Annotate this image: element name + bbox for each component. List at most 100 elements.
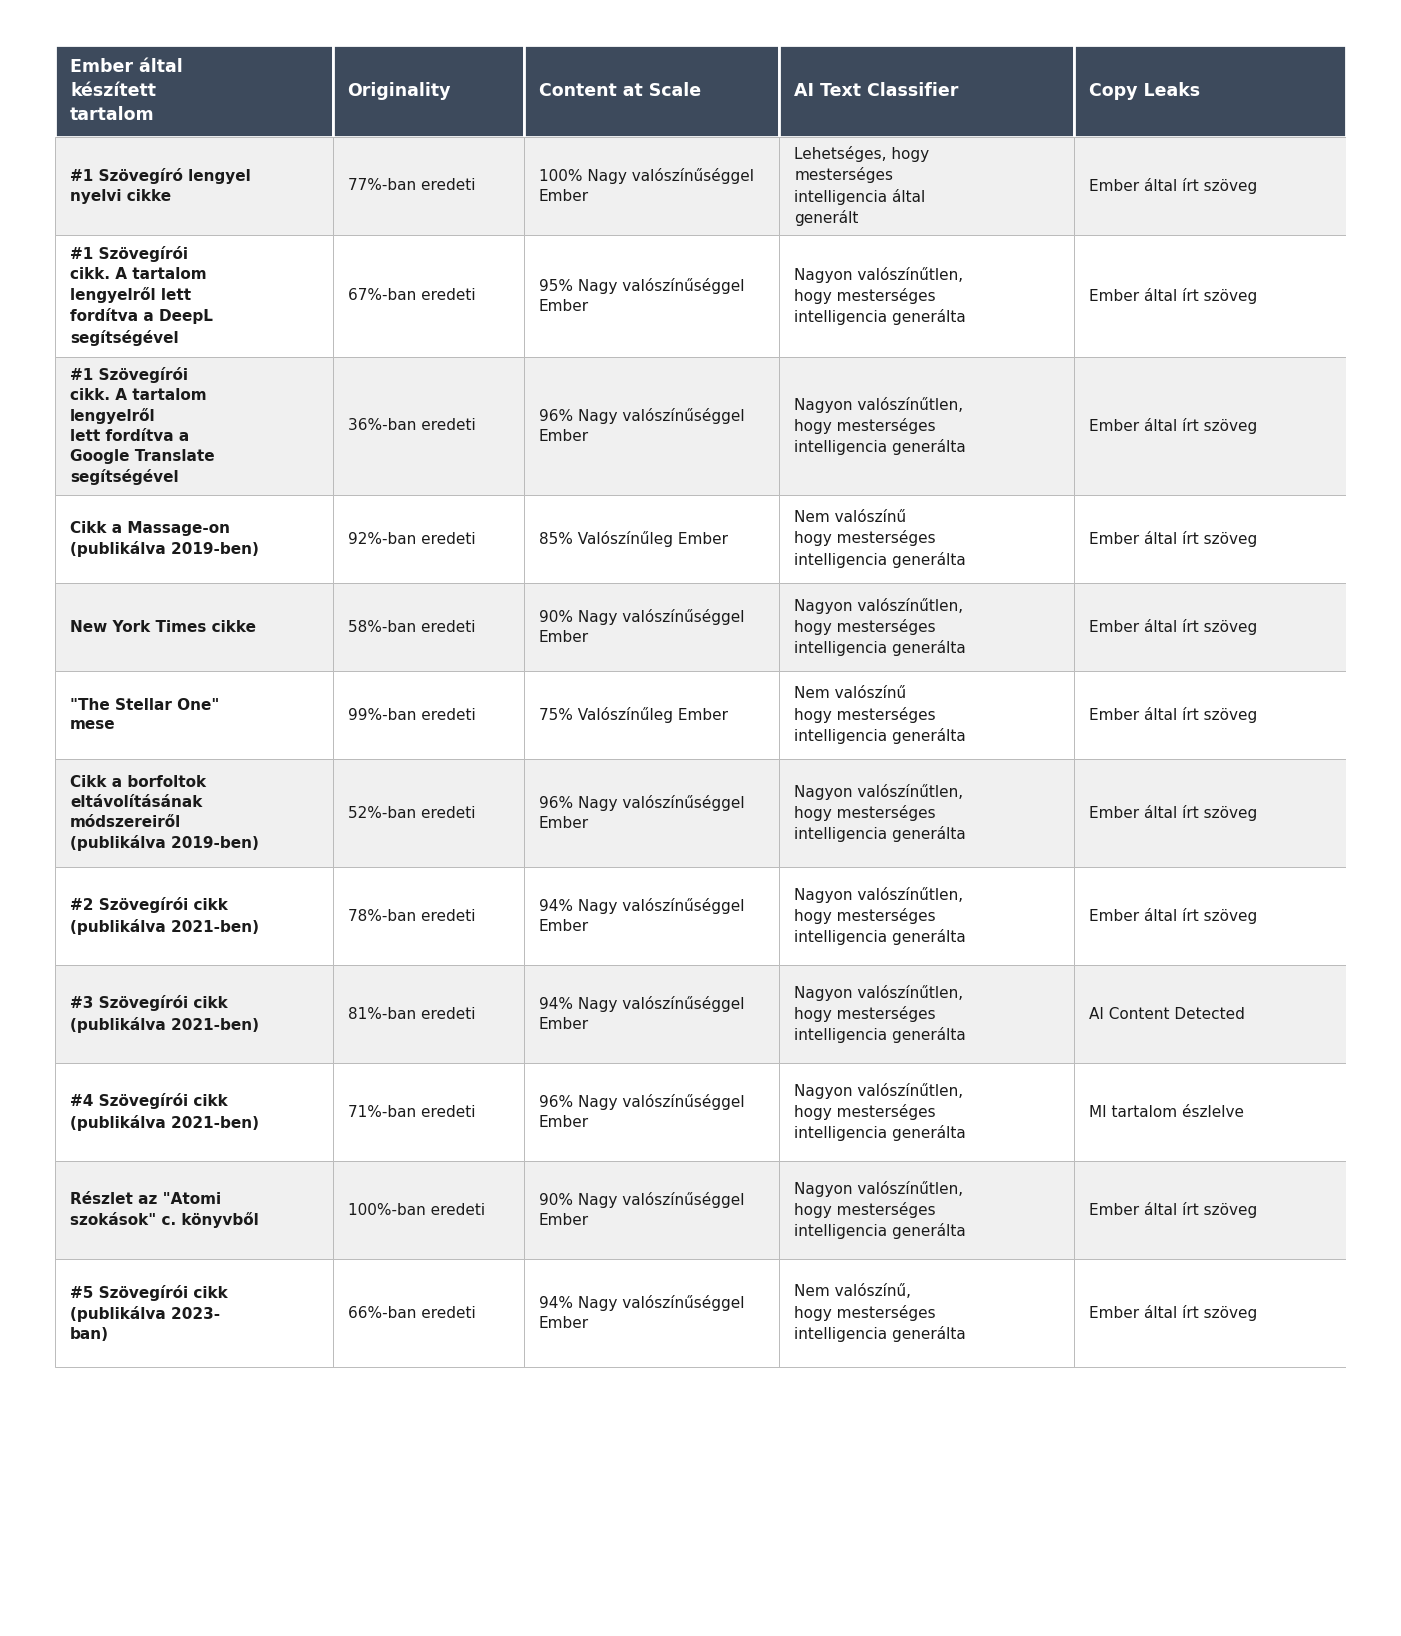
Bar	[779, 236, 1073, 357]
Bar	[332, 496, 524, 582]
Bar	[779, 582, 1073, 671]
Bar	[779, 671, 1073, 759]
Bar	[524, 236, 779, 357]
Text: Nem valószínű,
hogy mesterséges
intelligencia generálta: Nem valószínű, hogy mesterséges intellig…	[794, 1284, 967, 1342]
Bar	[524, 1260, 779, 1368]
Bar	[332, 236, 524, 357]
Bar	[524, 46, 779, 137]
Text: AI Content Detected: AI Content Detected	[1089, 1006, 1244, 1021]
Bar	[332, 867, 524, 965]
Bar	[55, 236, 332, 357]
Bar	[332, 137, 524, 236]
Text: 90% Nagy valószínűséggel
Ember: 90% Nagy valószínűséggel Ember	[538, 1193, 744, 1229]
Text: 36%-ban eredeti: 36%-ban eredeti	[347, 419, 475, 434]
Bar	[55, 1260, 332, 1368]
Bar	[779, 496, 1073, 582]
Bar	[55, 759, 332, 867]
Bar	[779, 46, 1073, 137]
Bar	[524, 357, 779, 496]
Bar	[1073, 582, 1346, 671]
Bar	[332, 1162, 524, 1260]
Text: New York Times cikke: New York Times cikke	[70, 620, 256, 635]
Text: 71%-ban eredeti: 71%-ban eredeti	[347, 1104, 475, 1119]
Text: #1 Szövegíró lengyel
nyelvi cikke: #1 Szövegíró lengyel nyelvi cikke	[70, 169, 251, 204]
Bar	[332, 1260, 524, 1368]
Bar	[1073, 867, 1346, 965]
Bar	[332, 759, 524, 867]
Bar	[332, 46, 524, 137]
Text: #2 Szövegírói cikk
(publikálva 2021-ben): #2 Szövegírói cikk (publikálva 2021-ben)	[70, 898, 259, 934]
Text: #4 Szövegírói cikk
(publikálva 2021-ben): #4 Szövegírói cikk (publikálva 2021-ben)	[70, 1093, 259, 1130]
Bar	[779, 357, 1073, 496]
Text: Nagyon valószínűtlen,
hogy mesterséges
intelligencia generálta: Nagyon valószínűtlen, hogy mesterséges i…	[794, 887, 967, 946]
Text: 96% Nagy valószínűséggel
Ember: 96% Nagy valószínűséggel Ember	[538, 795, 744, 831]
Bar	[524, 137, 779, 236]
Text: Nagyon valószínűtlen,
hogy mesterséges
intelligencia generálta: Nagyon valószínűtlen, hogy mesterséges i…	[794, 985, 967, 1044]
Bar	[55, 46, 332, 137]
Bar	[524, 1162, 779, 1260]
Text: Ember által írt szöveg: Ember által írt szöveg	[1089, 532, 1257, 546]
Text: 66%-ban eredeti: 66%-ban eredeti	[347, 1306, 475, 1320]
Bar	[55, 137, 332, 236]
Text: Ember által írt szöveg: Ember által írt szöveg	[1089, 908, 1257, 924]
Bar	[55, 582, 332, 671]
Bar	[524, 496, 779, 582]
Bar	[1073, 759, 1346, 867]
Bar	[779, 759, 1073, 867]
Bar	[332, 1063, 524, 1162]
Text: #1 Szövegírói
cikk. A tartalom
lengyelről lett
fordítva a DeepL
segítségével: #1 Szövegírói cikk. A tartalom lengyelrő…	[70, 247, 213, 345]
Text: Ember által írt szöveg: Ember által írt szöveg	[1089, 618, 1257, 635]
Text: "The Stellar One"
mese: "The Stellar One" mese	[70, 697, 220, 733]
Bar	[55, 867, 332, 965]
Text: 92%-ban eredeti: 92%-ban eredeti	[347, 532, 475, 546]
Text: 94% Nagy valószínűséggel
Ember: 94% Nagy valószínűséggel Ember	[538, 996, 744, 1032]
Text: 94% Nagy valószínűséggel
Ember: 94% Nagy valószínűséggel Ember	[538, 1296, 744, 1332]
Text: Ember által írt szöveg: Ember által írt szöveg	[1089, 707, 1257, 723]
Bar	[524, 1063, 779, 1162]
Text: Nagyon valószínűtlen,
hogy mesterséges
intelligencia generálta: Nagyon valószínűtlen, hogy mesterséges i…	[794, 597, 967, 656]
Bar	[779, 1063, 1073, 1162]
Text: AI Text Classifier: AI Text Classifier	[794, 82, 958, 100]
Bar	[524, 759, 779, 867]
Text: 90% Nagy valószínűséggel
Ember: 90% Nagy valószínűséggel Ember	[538, 609, 744, 645]
Text: 78%-ban eredeti: 78%-ban eredeti	[347, 908, 475, 923]
Text: Ember által írt szöveg: Ember által írt szöveg	[1089, 1306, 1257, 1320]
Bar	[332, 671, 524, 759]
Text: Ember által írt szöveg: Ember által írt szöveg	[1089, 288, 1257, 304]
Text: Copy Leaks: Copy Leaks	[1089, 82, 1199, 100]
Bar	[55, 496, 332, 582]
Text: Nagyon valószínűtlen,
hogy mesterséges
intelligencia generálta: Nagyon valószínűtlen, hogy mesterséges i…	[794, 398, 967, 455]
Text: 99%-ban eredeti: 99%-ban eredeti	[347, 707, 475, 723]
Bar	[524, 671, 779, 759]
Text: 96% Nagy valószínűséggel
Ember: 96% Nagy valószínűséggel Ember	[538, 407, 744, 443]
Bar	[779, 1162, 1073, 1260]
Text: 67%-ban eredeti: 67%-ban eredeti	[347, 288, 475, 304]
Bar	[55, 965, 332, 1063]
Text: Nem valószínű
hogy mesterséges
intelligencia generálta: Nem valószínű hogy mesterséges intellige…	[794, 685, 967, 744]
Bar	[779, 867, 1073, 965]
Text: Ember által írt szöveg: Ember által írt szöveg	[1089, 178, 1257, 195]
Text: Nagyon valószínűtlen,
hogy mesterséges
intelligencia generálta: Nagyon valószínűtlen, hogy mesterséges i…	[794, 784, 967, 843]
Text: 81%-ban eredeti: 81%-ban eredeti	[347, 1006, 475, 1021]
Text: Nem valószínű
hogy mesterséges
intelligencia generálta: Nem valószínű hogy mesterséges intellige…	[794, 510, 967, 568]
Bar	[1073, 137, 1346, 236]
Text: #5 Szövegírói cikk
(publikálva 2023-
ban): #5 Szövegírói cikk (publikálva 2023- ban…	[70, 1284, 228, 1342]
Text: MI tartalom észlelve: MI tartalom észlelve	[1089, 1104, 1244, 1119]
Text: Lehetséges, hogy
mesterséges
intelligencia által
generált: Lehetséges, hogy mesterséges intelligenc…	[794, 146, 929, 226]
Text: Cikk a borfoltok
eltávolításának
módszereiről
(publikálva 2019-ben): Cikk a borfoltok eltávolításának módszer…	[70, 775, 259, 851]
Text: 75% Valószínűleg Ember: 75% Valószínűleg Ember	[538, 707, 727, 723]
Bar	[1073, 46, 1346, 137]
Bar	[1073, 1063, 1346, 1162]
Text: 95% Nagy valószínűséggel
Ember: 95% Nagy valószínűséggel Ember	[538, 278, 744, 314]
Bar	[524, 965, 779, 1063]
Bar	[1073, 496, 1346, 582]
Bar	[55, 1162, 332, 1260]
Bar	[524, 867, 779, 965]
Bar	[332, 965, 524, 1063]
Text: Nagyon valószínűtlen,
hogy mesterséges
intelligencia generálta: Nagyon valószínűtlen, hogy mesterséges i…	[794, 267, 967, 326]
Text: 94% Nagy valószínűséggel
Ember: 94% Nagy valószínűséggel Ember	[538, 898, 744, 934]
Text: Ember által írt szöveg: Ember által írt szöveg	[1089, 1202, 1257, 1217]
Bar	[55, 1063, 332, 1162]
Text: Ember által írt szöveg: Ember által írt szöveg	[1089, 805, 1257, 821]
Bar	[332, 357, 524, 496]
